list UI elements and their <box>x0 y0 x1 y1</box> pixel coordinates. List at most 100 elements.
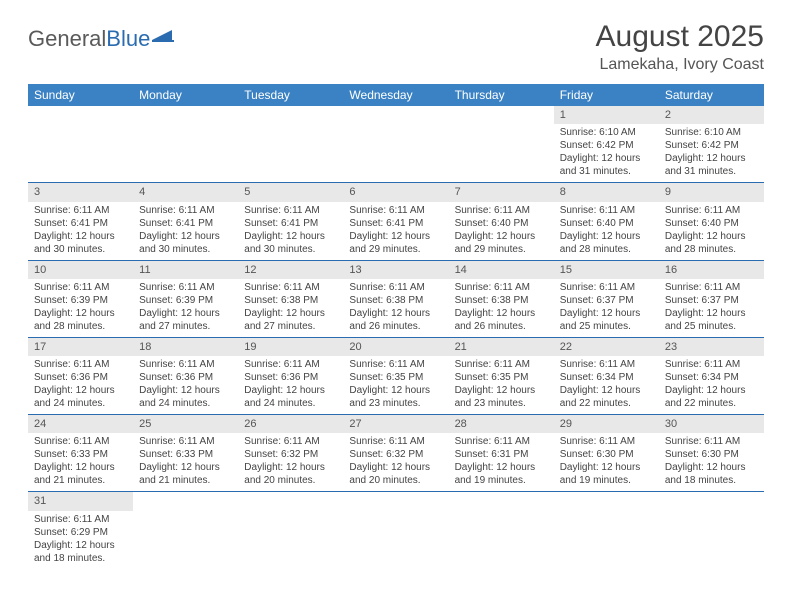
day-sunrise: Sunrise: 6:11 AM <box>455 358 548 371</box>
day-daylight2: and 25 minutes. <box>665 320 758 333</box>
day-daylight2: and 20 minutes. <box>244 474 337 487</box>
day-daylight2: and 29 minutes. <box>349 243 442 256</box>
weekday-header: Tuesday <box>238 84 343 106</box>
day-sunrise: Sunrise: 6:11 AM <box>560 358 653 371</box>
day-sunrise: Sunrise: 6:11 AM <box>665 358 758 371</box>
day-sunrise: Sunrise: 6:11 AM <box>665 435 758 448</box>
day-number <box>343 106 448 124</box>
day-daylight1: Daylight: 12 hours <box>34 539 127 552</box>
day-sunrise: Sunrise: 6:11 AM <box>665 281 758 294</box>
day-sunset: Sunset: 6:42 PM <box>560 139 653 152</box>
day-cell <box>238 124 343 183</box>
day-daylight1: Daylight: 12 hours <box>560 384 653 397</box>
day-number: 31 <box>28 492 133 511</box>
day-number: 21 <box>449 337 554 356</box>
day-daylight1: Daylight: 12 hours <box>665 384 758 397</box>
day-daylight2: and 21 minutes. <box>139 474 232 487</box>
day-sunrise: Sunrise: 6:11 AM <box>665 204 758 217</box>
day-daylight2: and 22 minutes. <box>560 397 653 410</box>
day-sunset: Sunset: 6:33 PM <box>34 448 127 461</box>
day-number <box>343 492 448 511</box>
day-cell: Sunrise: 6:11 AMSunset: 6:41 PMDaylight:… <box>238 202 343 261</box>
day-sunrise: Sunrise: 6:11 AM <box>455 281 548 294</box>
day-cell: Sunrise: 6:10 AMSunset: 6:42 PMDaylight:… <box>659 124 764 183</box>
day-daylight1: Daylight: 12 hours <box>560 152 653 165</box>
day-daylight2: and 29 minutes. <box>455 243 548 256</box>
day-daylight2: and 23 minutes. <box>455 397 548 410</box>
day-number: 7 <box>449 183 554 202</box>
day-cell <box>28 124 133 183</box>
day-daylight1: Daylight: 12 hours <box>244 384 337 397</box>
day-sunset: Sunset: 6:36 PM <box>244 371 337 384</box>
day-daylight2: and 30 minutes. <box>139 243 232 256</box>
day-sunrise: Sunrise: 6:11 AM <box>139 358 232 371</box>
day-sunrise: Sunrise: 6:11 AM <box>244 358 337 371</box>
day-cell <box>133 511 238 569</box>
day-cell <box>449 511 554 569</box>
day-sunset: Sunset: 6:42 PM <box>665 139 758 152</box>
day-sunset: Sunset: 6:33 PM <box>139 448 232 461</box>
day-number <box>238 106 343 124</box>
day-daylight1: Daylight: 12 hours <box>244 461 337 474</box>
day-number <box>238 492 343 511</box>
day-number: 9 <box>659 183 764 202</box>
day-number <box>449 492 554 511</box>
weekday-header-row: Sunday Monday Tuesday Wednesday Thursday… <box>28 84 764 106</box>
day-cell: Sunrise: 6:11 AMSunset: 6:40 PMDaylight:… <box>659 202 764 261</box>
day-daylight2: and 24 minutes. <box>34 397 127 410</box>
content-row: Sunrise: 6:11 AMSunset: 6:41 PMDaylight:… <box>28 202 764 261</box>
day-daylight2: and 24 minutes. <box>244 397 337 410</box>
day-number: 24 <box>28 415 133 434</box>
weekday-header: Thursday <box>449 84 554 106</box>
day-cell <box>343 511 448 569</box>
day-cell: Sunrise: 6:11 AMSunset: 6:40 PMDaylight:… <box>554 202 659 261</box>
content-row: Sunrise: 6:10 AMSunset: 6:42 PMDaylight:… <box>28 124 764 183</box>
day-sunset: Sunset: 6:40 PM <box>455 217 548 230</box>
title-block: August 2025 Lamekaha, Ivory Coast <box>596 20 764 74</box>
day-daylight2: and 24 minutes. <box>139 397 232 410</box>
day-daylight1: Daylight: 12 hours <box>455 384 548 397</box>
day-sunset: Sunset: 6:41 PM <box>139 217 232 230</box>
day-number: 17 <box>28 337 133 356</box>
day-cell: Sunrise: 6:11 AMSunset: 6:34 PMDaylight:… <box>554 356 659 415</box>
day-number: 20 <box>343 337 448 356</box>
day-cell: Sunrise: 6:11 AMSunset: 6:30 PMDaylight:… <box>659 433 764 492</box>
day-sunrise: Sunrise: 6:11 AM <box>139 281 232 294</box>
day-daylight2: and 19 minutes. <box>560 474 653 487</box>
content-row: Sunrise: 6:11 AMSunset: 6:33 PMDaylight:… <box>28 433 764 492</box>
day-number: 10 <box>28 260 133 279</box>
day-cell <box>238 511 343 569</box>
day-sunrise: Sunrise: 6:11 AM <box>455 435 548 448</box>
daynum-row: 17181920212223 <box>28 337 764 356</box>
day-sunset: Sunset: 6:40 PM <box>560 217 653 230</box>
day-cell: Sunrise: 6:11 AMSunset: 6:38 PMDaylight:… <box>238 279 343 338</box>
day-sunrise: Sunrise: 6:11 AM <box>349 204 442 217</box>
day-number: 3 <box>28 183 133 202</box>
day-cell: Sunrise: 6:11 AMSunset: 6:40 PMDaylight:… <box>449 202 554 261</box>
day-number: 1 <box>554 106 659 124</box>
content-row: Sunrise: 6:11 AMSunset: 6:29 PMDaylight:… <box>28 511 764 569</box>
day-cell: Sunrise: 6:11 AMSunset: 6:33 PMDaylight:… <box>133 433 238 492</box>
day-number: 13 <box>343 260 448 279</box>
day-daylight2: and 28 minutes. <box>560 243 653 256</box>
day-sunrise: Sunrise: 6:11 AM <box>34 435 127 448</box>
day-cell: Sunrise: 6:11 AMSunset: 6:37 PMDaylight:… <box>659 279 764 338</box>
day-sunset: Sunset: 6:37 PM <box>560 294 653 307</box>
day-cell: Sunrise: 6:11 AMSunset: 6:36 PMDaylight:… <box>133 356 238 415</box>
day-number <box>554 492 659 511</box>
day-daylight1: Daylight: 12 hours <box>349 307 442 320</box>
day-sunrise: Sunrise: 6:11 AM <box>139 435 232 448</box>
day-cell: Sunrise: 6:11 AMSunset: 6:41 PMDaylight:… <box>343 202 448 261</box>
weekday-header: Monday <box>133 84 238 106</box>
day-daylight1: Daylight: 12 hours <box>455 307 548 320</box>
day-number: 4 <box>133 183 238 202</box>
day-cell: Sunrise: 6:11 AMSunset: 6:32 PMDaylight:… <box>343 433 448 492</box>
day-daylight1: Daylight: 12 hours <box>665 461 758 474</box>
calendar-body: 12Sunrise: 6:10 AMSunset: 6:42 PMDayligh… <box>28 106 764 569</box>
day-number: 25 <box>133 415 238 434</box>
day-cell <box>133 124 238 183</box>
day-cell: Sunrise: 6:11 AMSunset: 6:37 PMDaylight:… <box>554 279 659 338</box>
day-number: 28 <box>449 415 554 434</box>
day-sunset: Sunset: 6:30 PM <box>665 448 758 461</box>
daynum-row: 10111213141516 <box>28 260 764 279</box>
